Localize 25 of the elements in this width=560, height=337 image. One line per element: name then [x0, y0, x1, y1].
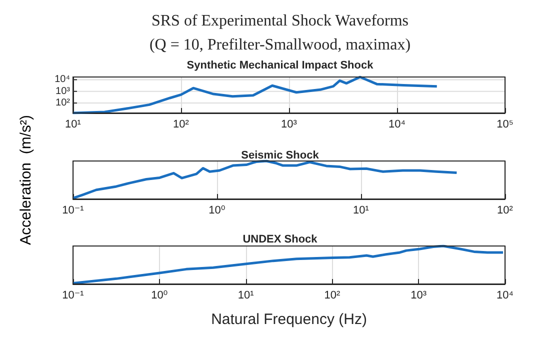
x-tick-label: 10¹: [238, 290, 254, 302]
x-tick-label: 10⁴: [388, 118, 406, 130]
chart-title: Seismic Shock: [241, 150, 320, 162]
x-tick-label: 10³: [410, 290, 427, 302]
x-tick-label: 10⁵: [496, 118, 514, 130]
x-tick-label: 10³: [281, 118, 298, 130]
y-axis-title: Acceleration (m/s²): [18, 114, 34, 246]
chart-subtitle: (Q = 10, Prefilter-Smallwood, maximax): [149, 36, 411, 54]
x-tick-label: 10¹: [353, 204, 370, 216]
text: Synthetic Mechanical Impact Shock: [186, 60, 374, 72]
y-tick-label: 10⁴: [54, 74, 70, 86]
x-axis-title: Natural Frequency (Hz): [211, 311, 367, 328]
y-tick-label: 10²: [56, 98, 71, 109]
x-tick-label: 10¹: [65, 118, 82, 130]
x-tick-label: 10⁻¹: [62, 204, 84, 216]
x-tick-label: 10⁴: [496, 290, 514, 302]
x-tick-label: 10²: [497, 204, 514, 216]
y-tick-label: 10³: [56, 86, 71, 97]
x-tick-label: 10⁰: [151, 290, 168, 302]
x-tick-label: 10²: [324, 290, 340, 302]
x-tick-label: 10⁻¹: [62, 290, 84, 302]
x-tick-label: 10⁰: [208, 204, 226, 216]
chart-title: UNDEX Shock: [242, 234, 318, 246]
x-tick-label: 10²: [173, 118, 190, 130]
chart-title: SRS of Experimental Shock Waveforms: [151, 12, 409, 30]
